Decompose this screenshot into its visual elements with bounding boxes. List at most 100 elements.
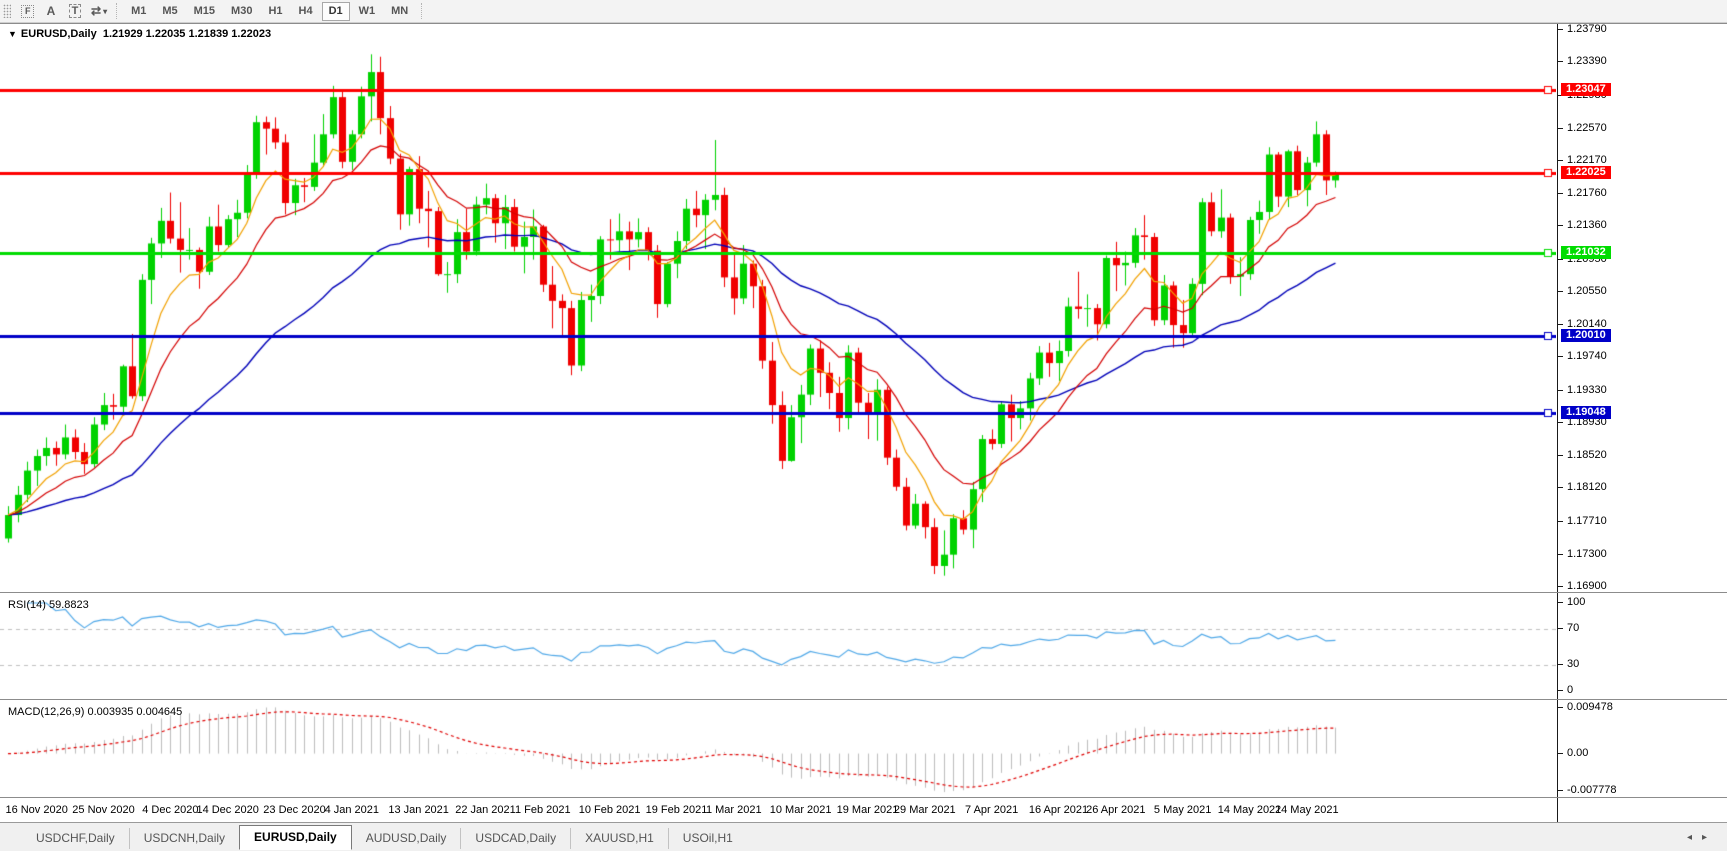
- macd-canvas[interactable]: [0, 702, 1556, 797]
- timeframe-m30-button[interactable]: M30: [224, 2, 259, 21]
- macd-scale-label: 0.009478: [1558, 701, 1613, 713]
- text-box-tool-button[interactable]: T: [63, 1, 87, 21]
- date-axis[interactable]: 16 Nov 2020 25 Nov 2020 4 Dec 2020 14 Dec 2…: [0, 798, 1557, 822]
- text-label-icon: A: [46, 4, 56, 18]
- price-tick-label: 1.18120: [1558, 481, 1607, 493]
- chart-grid-tool-button[interactable]: F: [15, 1, 39, 21]
- price-line-badge: 1.19048: [1561, 406, 1611, 420]
- timeframe-m5-button[interactable]: M5: [155, 2, 184, 21]
- date-tick-label: 1 Feb 2021: [514, 804, 571, 816]
- toolbar-grip[interactable]: [3, 4, 11, 18]
- date-tick-label: 25 Nov 2020: [72, 804, 135, 816]
- timeframe-h4-button[interactable]: H4: [292, 2, 320, 21]
- date-tick-label: 10 Mar 2021: [769, 804, 832, 816]
- price-tick-label: 1.22570: [1558, 122, 1607, 134]
- rsi-scale-label: 100: [1558, 596, 1585, 608]
- collapse-caret-icon: ▼: [8, 29, 17, 39]
- price-line-badge: 1.20010: [1561, 328, 1611, 342]
- price-chart-canvas[interactable]: [0, 24, 1556, 592]
- chart-window: ▼ EURUSD,Daily 1.21929 1.22035 1.21839 1.…: [0, 23, 1727, 823]
- toolbar-separator: [116, 3, 118, 19]
- price-tick-label: 1.23790: [1558, 23, 1607, 35]
- price-line-badge: 1.23047: [1561, 83, 1611, 97]
- tab-eurusd-daily[interactable]: EURUSD,Daily: [239, 825, 352, 850]
- price-tick-label: 1.21360: [1558, 219, 1607, 231]
- arrows-icon: ⇄: [91, 4, 102, 18]
- date-tick-label: 26 Apr 2021: [1086, 804, 1146, 816]
- date-tick-label: 24 May 2021: [1274, 804, 1339, 816]
- tabs-scroll-right-icon[interactable]: ▸: [1701, 832, 1717, 843]
- date-tick-label: 4 Dec 2020: [142, 804, 199, 816]
- chart-title: ▼ EURUSD,Daily 1.21929 1.22035 1.21839 1.…: [8, 28, 271, 40]
- panel-splitter[interactable]: [0, 699, 1727, 700]
- chart-symbol-label: EURUSD,Daily: [20, 28, 97, 40]
- date-tick-label: 19 Mar 2021: [836, 804, 899, 816]
- timeframe-m1-button[interactable]: M1: [124, 2, 153, 21]
- price-tick-label: 1.22170: [1558, 154, 1607, 166]
- price-tick-label: 1.21760: [1558, 187, 1607, 199]
- tab-usoil-h1[interactable]: USOil,H1: [667, 828, 747, 849]
- macd-scale-label: 0.00: [1558, 747, 1588, 759]
- tab-usdchf-daily[interactable]: USDCHF,Daily: [36, 831, 115, 845]
- rsi-panel: RSI(14) 59.8823: [0, 595, 1557, 699]
- date-tick-label: 14 Dec 2020: [196, 804, 259, 816]
- toolbar-separator: [421, 3, 423, 19]
- date-tick-label: 19 Feb 2021: [645, 804, 708, 816]
- price-tick-label: 1.19740: [1558, 350, 1607, 362]
- rsi-canvas[interactable]: [0, 595, 1556, 699]
- tab-audusd-daily[interactable]: AUDUSD,Daily: [365, 831, 447, 845]
- arrow-tools-button[interactable]: ⇄ ▾: [87, 1, 111, 21]
- rsi-label: RSI(14) 59.8823: [8, 599, 89, 611]
- date-tick-label: 14 May 2021: [1217, 804, 1282, 816]
- dropdown-caret-icon: ▾: [103, 6, 108, 16]
- tab-usdcnh-daily[interactable]: USDCNH,Daily: [128, 828, 239, 849]
- date-tick-label: 29 Mar 2021: [893, 804, 956, 816]
- date-tick-label: 13 Jan 2021: [388, 804, 449, 816]
- grid-f-glyph: F: [25, 5, 31, 16]
- timeframe-h1-button[interactable]: H1: [261, 2, 289, 21]
- tab-scroll-arrows: ◂▸: [1687, 832, 1717, 843]
- date-tick-label: 22 Jan 2021: [455, 804, 516, 816]
- tab-usdcad-daily[interactable]: USDCAD,Daily: [460, 828, 570, 849]
- price-tick-label: 1.16900: [1558, 580, 1607, 592]
- tabs-scroll-left-icon[interactable]: ◂: [1686, 832, 1702, 843]
- price-line-badge: 1.21032: [1561, 245, 1611, 259]
- date-tick-label: 16 Apr 2021: [1028, 804, 1089, 816]
- rsi-scale-label: 70: [1558, 622, 1579, 634]
- timeframe-w1-button[interactable]: W1: [352, 2, 383, 21]
- rsi-scale-label: 30: [1558, 658, 1579, 670]
- price-tick-label: 1.20550: [1558, 285, 1607, 297]
- text-label-tool-button[interactable]: A: [39, 1, 63, 21]
- date-tick-label: 10 Feb 2021: [578, 804, 641, 816]
- date-tick-label: 7 Apr 2021: [965, 804, 1019, 816]
- price-tick-label: 1.19330: [1558, 384, 1607, 396]
- date-tick-label: 5 May 2021: [1153, 804, 1212, 816]
- panel-splitter[interactable]: [0, 592, 1727, 593]
- price-line-badge: 1.22025: [1561, 165, 1611, 179]
- chart-tabs-bar: USDCHF,Daily USDCNH,Daily EURUSD,Daily A…: [0, 822, 1727, 851]
- panel-splitter: [0, 797, 1727, 798]
- macd-panel: MACD(12,26,9) 0.003935 0.004645: [0, 702, 1557, 797]
- date-tick-label: 23 Dec 2020: [263, 804, 326, 816]
- timeframe-d1-button[interactable]: D1: [321, 1, 350, 21]
- timeframe-m15-button[interactable]: M15: [187, 2, 222, 21]
- price-tick-label: 1.17300: [1558, 548, 1607, 560]
- date-tick-label: 4 Jan 2021: [324, 804, 380, 816]
- date-tick-label: 1 Mar 2021: [705, 804, 762, 816]
- price-tick-label: 1.20140: [1558, 318, 1607, 330]
- grid-icon: F: [20, 4, 34, 18]
- main-chart-panel: ▼ EURUSD,Daily 1.21929 1.22035 1.21839 1.…: [0, 24, 1557, 592]
- text-box-icon: T: [68, 4, 82, 18]
- price-tick-label: 1.23390: [1558, 55, 1607, 67]
- macd-scale-label: -0.007778: [1558, 784, 1617, 796]
- rsi-scale-label: 0: [1558, 684, 1573, 696]
- timeframe-mn-button[interactable]: MN: [384, 2, 415, 21]
- macd-label: MACD(12,26,9) 0.003935 0.004645: [8, 706, 183, 718]
- price-tick-label: 1.18520: [1558, 449, 1607, 461]
- top-toolbar: F A T ⇄ ▾ M1 M5 M15 M30 H1 H4 D1 W1 MN: [0, 0, 1727, 23]
- date-tick-label: 16 Nov 2020: [5, 804, 68, 816]
- tab-xauusd-h1[interactable]: XAUUSD,H1: [570, 828, 668, 849]
- price-axis[interactable]: 1.237901.233901.229801.225701.221701.217…: [1557, 23, 1727, 822]
- chart-ohlc-values: 1.21929 1.22035 1.21839 1.22023: [102, 28, 272, 40]
- price-tick-label: 1.17710: [1558, 515, 1607, 527]
